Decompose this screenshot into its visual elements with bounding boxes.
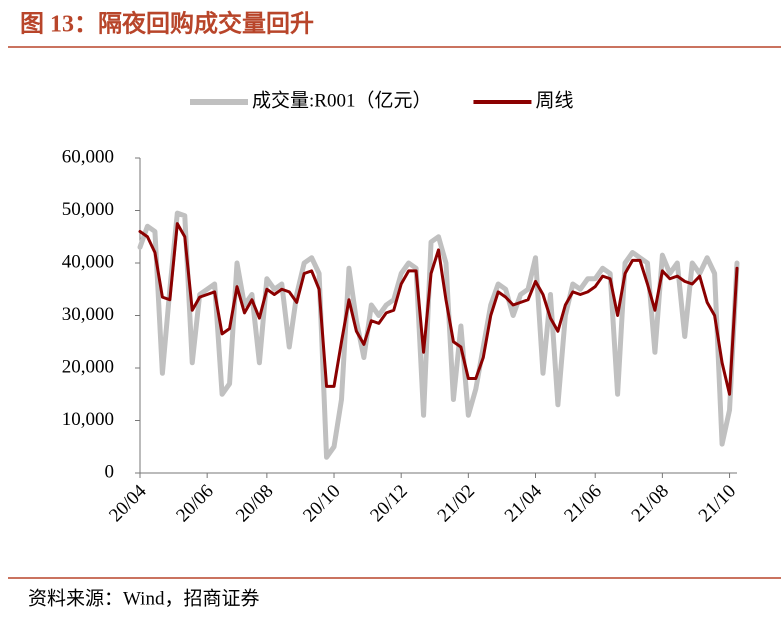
x-tick-label: 20/06	[172, 481, 217, 526]
legend-label: 周线	[535, 89, 573, 111]
x-tick-label: 20/10	[299, 481, 344, 526]
x-tick-label: 21/06	[560, 481, 605, 526]
x-tick-label: 21/02	[434, 481, 479, 526]
legend-label: 成交量:R001（亿元）	[252, 89, 431, 111]
chart-title: 图 13：隔夜回购成交量回升	[20, 10, 314, 38]
series-line	[138, 222, 739, 396]
x-tick-label: 21/10	[695, 481, 740, 526]
y-tick-label: 0	[105, 461, 115, 482]
x-tick-label: 20/08	[232, 481, 277, 526]
series-line	[137, 210, 740, 460]
x-tick-label: 20/12	[366, 481, 411, 526]
y-tick-label: 20,000	[62, 356, 114, 377]
y-tick-label: 50,000	[62, 199, 114, 220]
x-tick-label: 20/04	[105, 480, 151, 526]
source: 资料来源：Wind，招商证券	[28, 587, 259, 609]
y-tick-label: 40,000	[62, 251, 114, 272]
y-tick-label: 60,000	[62, 146, 114, 167]
x-tick-label: 21/08	[628, 481, 673, 526]
y-tick-label: 30,000	[62, 304, 114, 325]
x-tick-label: 21/04	[501, 480, 547, 526]
y-tick-label: 10,000	[62, 409, 114, 430]
